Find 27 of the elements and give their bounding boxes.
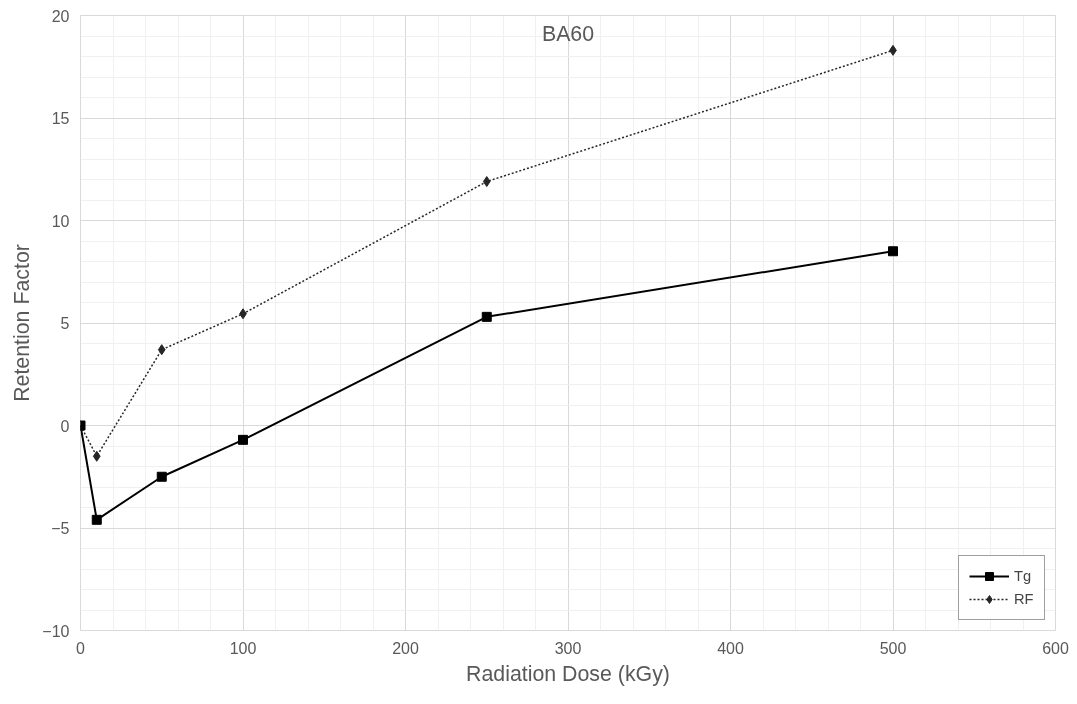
point	[481, 311, 492, 322]
y-tick-label: 0	[60, 417, 70, 435]
x-tick-label: 600	[1042, 639, 1069, 657]
point	[482, 176, 491, 188]
x-tick-label: 400	[717, 639, 744, 657]
point	[238, 434, 248, 445]
point	[157, 344, 166, 356]
legend-label: Tg	[1014, 568, 1033, 584]
y-tick-label: −10	[42, 622, 70, 640]
y-tick-label: 5	[60, 315, 70, 332]
point	[92, 450, 101, 462]
y-tick-label: 20	[51, 7, 70, 25]
x-axis-title: Radiation Dose (kGy)	[466, 661, 670, 686]
x-tick-label: 0	[76, 639, 86, 657]
y-tick-label: 10	[51, 212, 70, 230]
point	[888, 246, 898, 257]
legend-label: RF	[1014, 591, 1034, 607]
x-tick-label: 200	[392, 639, 419, 657]
y-tick-label: 15	[51, 110, 70, 127]
x-tick-label: 300	[554, 639, 582, 657]
y-tick-label: −5	[51, 520, 70, 537]
x-tick-label: 100	[229, 639, 257, 657]
chart-title: BA60	[541, 21, 595, 46]
point	[91, 514, 102, 525]
y-axis-title: Retention Factor	[10, 244, 35, 402]
point	[156, 471, 167, 482]
x-tick-label: 500	[879, 639, 907, 657]
